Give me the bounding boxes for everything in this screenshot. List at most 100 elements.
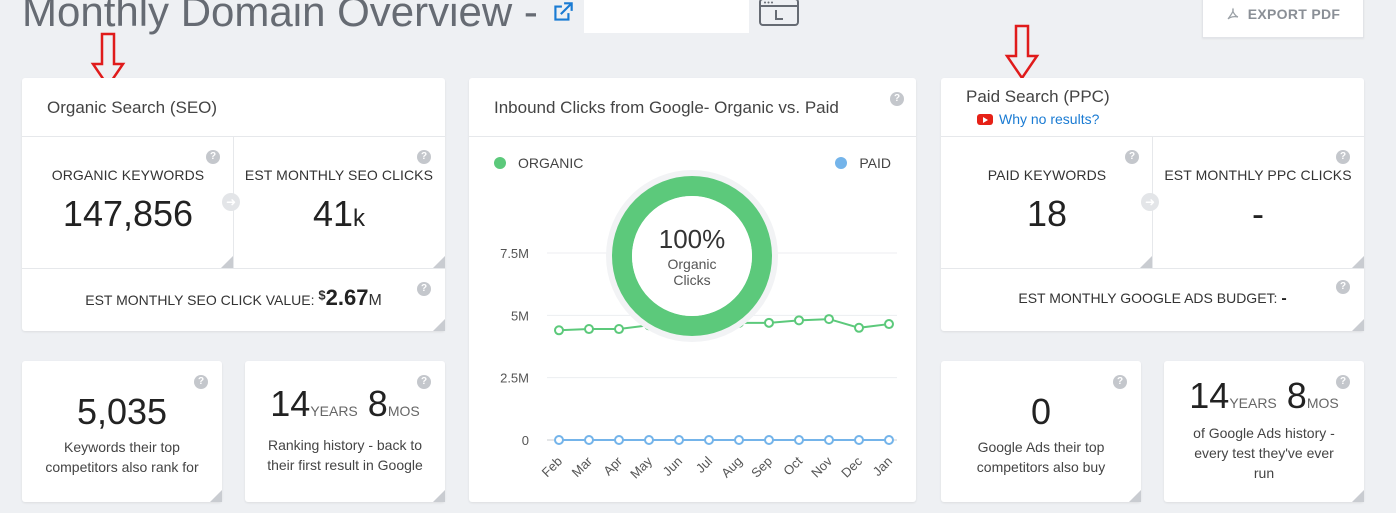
y-tick-label: 5M (511, 308, 529, 323)
data-point (854, 322, 864, 333)
ads-competitors-desc: Google Ads their top competitors also bu… (976, 439, 1106, 475)
x-tick-label: Sep (748, 454, 775, 481)
legend-organic-label: ORGANIC (518, 155, 584, 171)
legend-paid-label: PAID (859, 155, 891, 171)
data-point (854, 435, 864, 445)
data-point (764, 317, 774, 328)
x-tick-label: Mar (569, 453, 596, 480)
help-icon[interactable]: ? (1336, 280, 1350, 294)
data-point (794, 435, 804, 445)
data-point (584, 324, 594, 335)
export-pdf-label: EXPORT PDF (1247, 6, 1341, 22)
legend-dot (835, 157, 848, 169)
annotation-arrow-icon (1004, 24, 1040, 81)
card-header: Inbound Clicks from Google- Organic vs. … (469, 78, 916, 137)
youtube-icon (977, 114, 993, 126)
help-icon[interactable]: ? (890, 92, 904, 106)
data-point (614, 324, 624, 335)
y-tick-label: 0 (522, 433, 529, 448)
help-icon[interactable]: ? (1336, 375, 1350, 389)
screenshot-icon[interactable] (758, 0, 799, 26)
legend-paid[interactable]: PAID (835, 155, 891, 171)
chart-card-title: Inbound Clicks from Google- Organic vs. … (494, 98, 839, 117)
divider (22, 268, 445, 269)
ppc-clicks-label: EST MONTHLY PPC CLICKS (1164, 167, 1352, 183)
x-tick-label: Aug (718, 454, 745, 481)
corner-mark (1352, 319, 1364, 331)
page-title-text: Monthly Domain Overview - (22, 0, 538, 35)
competitor-keywords-desc: Keywords their top competitors also rank… (45, 439, 199, 475)
ranking-history-card: ? 14YEARS 8MOS Ranking history - back to… (245, 361, 445, 502)
x-tick-label: Feb (539, 454, 565, 480)
x-tick-label: Jan (870, 454, 895, 479)
data-point (704, 435, 714, 445)
data-point (824, 435, 834, 445)
ads-history-card: ? 14YEARS 8MOS of Google Ads history - e… (1164, 361, 1364, 502)
ads-competitors-card: ? 0 Google Ads their top competitors als… (941, 361, 1141, 502)
organic-keywords-value: 147,856 (62, 193, 194, 234)
data-point (884, 435, 894, 445)
data-point (764, 435, 774, 445)
ads-competitors-value: 0 (1030, 391, 1052, 432)
data-point (554, 435, 564, 445)
seo-clicks-label: EST MONTHLY SEO CLICKS (244, 167, 434, 183)
inbound-clicks-card: Inbound Clicks from Google- Organic vs. … (469, 78, 916, 502)
corner-mark (1352, 256, 1364, 268)
legend-dot (494, 157, 506, 169)
help-icon[interactable]: ? (1336, 150, 1350, 164)
donut-label: Organic Clicks (667, 256, 717, 288)
arrow-right-icon[interactable]: ➜ (222, 193, 240, 211)
card-header: Paid Search (PPC) Why no results? (941, 78, 1364, 137)
competitor-keywords-value: 5,035 (76, 391, 168, 432)
corner-mark (433, 490, 445, 502)
corner-mark (221, 256, 233, 268)
pdf-icon (1227, 7, 1239, 20)
seo-click-value-row: EST MONTHLY SEO CLICK VALUE: $2.67M (85, 285, 382, 310)
help-icon[interactable]: ? (417, 150, 431, 164)
corner-mark (1140, 256, 1152, 268)
data-point (794, 315, 804, 326)
external-link-icon[interactable] (550, 0, 576, 25)
x-tick-label: Dec (838, 453, 865, 480)
inbound-clicks-chart: 0 2.5M 5M 7.5M Feb Mar Apr May Jun Jul Aug Sep Oct No… (500, 246, 897, 481)
x-tick-label: May (627, 453, 655, 481)
ads-history-value: 14YEARS 8MOS (1189, 375, 1339, 416)
y-tick-label: 2.5M (500, 371, 529, 386)
donut-percent: 100% (658, 224, 726, 254)
data-point (824, 314, 834, 325)
help-icon[interactable]: ? (194, 375, 208, 389)
organic-donut: 100% Organic Clicks (604, 168, 780, 344)
legend-organic[interactable]: ORGANIC (494, 155, 583, 171)
card-header: Organic Search (SEO) (22, 78, 445, 137)
corner-mark (1352, 490, 1364, 502)
data-point (554, 325, 564, 336)
corner-mark (433, 319, 445, 331)
help-icon[interactable]: ? (1125, 150, 1139, 164)
corner-mark (1129, 490, 1141, 502)
corner-mark (210, 490, 222, 502)
ads-history-desc: of Google Ads history - every test they'… (1193, 425, 1335, 481)
why-no-results-link[interactable]: Why no results? (977, 111, 1099, 129)
x-tick-label: Jul (693, 453, 715, 475)
data-point (884, 319, 894, 330)
organic-card-title: Organic Search (SEO) (47, 98, 218, 117)
organic-search-card: Organic Search (SEO) ? ORGANIC KEYWORDS … (22, 78, 445, 331)
corner-mark (433, 256, 445, 268)
donut-ring (606, 170, 778, 342)
export-pdf-button[interactable]: EXPORT PDF (1202, 0, 1364, 38)
ranking-history-value: 14YEARS 8MOS (270, 383, 420, 424)
paid-card-title: Paid Search (PPC) (966, 87, 1110, 106)
seo-clicks-value: 41k (312, 193, 366, 234)
help-icon[interactable]: ? (206, 150, 220, 164)
divider (941, 268, 1364, 269)
data-point (734, 435, 744, 445)
paid-search-card: Paid Search (PPC) Why no results? ? PAID… (941, 78, 1364, 331)
redacted-domain (583, 0, 749, 33)
help-icon[interactable]: ? (417, 282, 431, 296)
ppc-clicks-value: - (1252, 193, 1264, 234)
help-icon[interactable]: ? (417, 375, 431, 389)
arrow-right-icon[interactable]: ➜ (1141, 193, 1159, 211)
paid-keywords-label: PAID KEYWORDS (987, 167, 1107, 183)
x-tick-label: Nov (808, 453, 835, 480)
help-icon[interactable]: ? (1113, 375, 1127, 389)
